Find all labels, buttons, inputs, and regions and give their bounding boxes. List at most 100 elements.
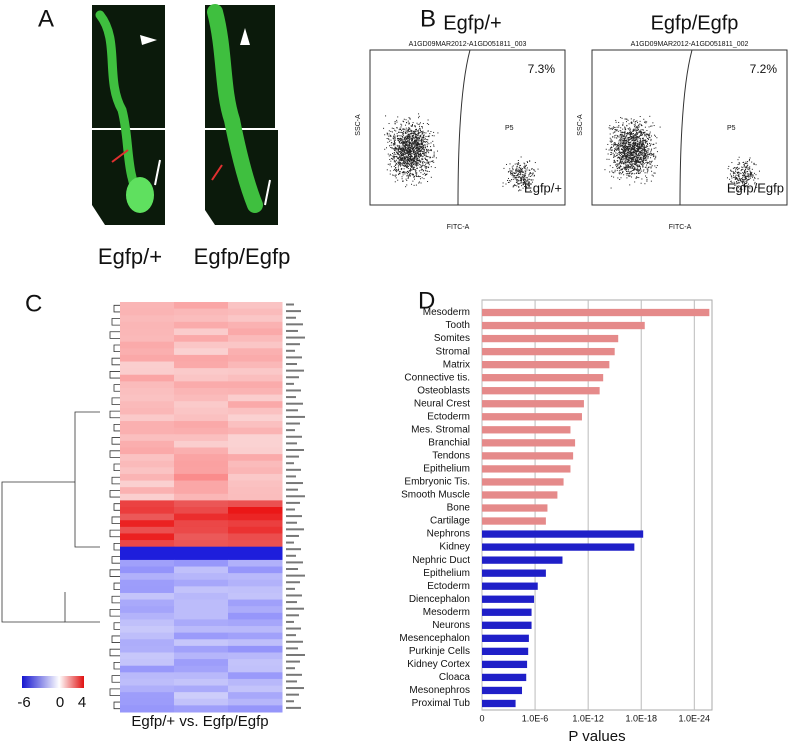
- heatmap-cell: [174, 434, 229, 442]
- percent: 7.3%: [528, 62, 556, 76]
- dot: [738, 177, 740, 179]
- dot: [509, 163, 511, 165]
- dot: [612, 132, 614, 134]
- dot: [414, 169, 416, 171]
- dot: [632, 154, 634, 156]
- dot: [645, 157, 647, 159]
- dot: [512, 175, 514, 177]
- dot: [632, 166, 634, 168]
- dot: [610, 151, 612, 153]
- bar: [482, 426, 571, 434]
- dot: [630, 170, 632, 172]
- dot: [403, 149, 405, 151]
- dot: [398, 174, 400, 176]
- heatmap-cell: [120, 678, 175, 687]
- dot: [734, 166, 736, 168]
- dot: [620, 140, 622, 142]
- dot: [415, 158, 417, 160]
- dot: [409, 156, 411, 158]
- dot: [735, 184, 737, 186]
- dot: [418, 148, 420, 150]
- dot: [437, 132, 439, 134]
- dot: [524, 185, 526, 187]
- dot: [633, 148, 635, 150]
- dot: [409, 157, 411, 159]
- dot: [393, 143, 395, 145]
- dot: [644, 150, 646, 152]
- dot: [744, 188, 746, 190]
- dot: [414, 160, 416, 162]
- dot: [734, 177, 736, 179]
- dot: [639, 115, 641, 117]
- dot: [404, 158, 406, 160]
- dot: [631, 164, 633, 166]
- y-tick-label: Kidney: [439, 542, 470, 553]
- heatmap-cell: [174, 315, 229, 323]
- dot: [656, 165, 658, 167]
- dot: [401, 147, 403, 149]
- dot: [746, 162, 748, 164]
- dot: [426, 141, 428, 143]
- heatmap-cell: [174, 467, 229, 475]
- dot: [418, 129, 420, 131]
- dot: [630, 138, 632, 140]
- dot: [621, 155, 623, 157]
- dot: [651, 170, 653, 172]
- dot: [744, 176, 746, 178]
- dot: [643, 159, 645, 161]
- dot: [421, 158, 423, 160]
- heatmap-cell: [228, 606, 283, 614]
- heatmap-cell: [120, 579, 175, 587]
- dot: [530, 172, 532, 174]
- dot: [398, 172, 400, 174]
- heatmap-cell: [120, 473, 175, 482]
- gene-label: [286, 521, 297, 524]
- dot: [526, 186, 528, 188]
- dot: [386, 147, 388, 149]
- dot: [622, 149, 624, 151]
- dot: [512, 178, 514, 180]
- dot: [631, 144, 633, 146]
- dot: [520, 189, 522, 191]
- heatmap-cell: [174, 579, 229, 587]
- dot: [515, 170, 517, 172]
- dot: [734, 177, 736, 179]
- dot: [635, 168, 637, 170]
- dot: [414, 130, 416, 132]
- dot: [424, 152, 426, 154]
- heatmap-cell: [174, 328, 229, 336]
- dot: [414, 152, 416, 154]
- dot: [407, 120, 409, 122]
- dot: [746, 164, 748, 166]
- dot: [619, 152, 621, 154]
- dot: [650, 143, 652, 145]
- dot: [731, 162, 733, 164]
- dot: [408, 146, 410, 148]
- dot: [415, 135, 417, 137]
- heatmap-cell: [120, 401, 175, 409]
- dot: [417, 132, 419, 134]
- dot: [629, 134, 631, 136]
- dot: [641, 143, 643, 145]
- dot: [643, 152, 645, 154]
- dot: [404, 157, 406, 159]
- dot: [411, 173, 413, 175]
- dot: [389, 135, 391, 137]
- dot: [418, 151, 420, 153]
- dot: [626, 157, 628, 159]
- dot: [638, 164, 640, 166]
- dot: [737, 168, 739, 170]
- heatmap-cell: [174, 665, 229, 673]
- dot: [647, 134, 649, 136]
- heatmap-cell: [174, 487, 229, 495]
- dot: [513, 172, 515, 174]
- dot: [402, 154, 404, 156]
- dot: [409, 155, 411, 157]
- dot: [405, 178, 407, 180]
- bar: [482, 413, 582, 421]
- dot: [397, 149, 399, 151]
- dot: [733, 172, 735, 174]
- dot: [414, 145, 416, 147]
- gene-label: [286, 415, 305, 418]
- branch: [74, 411, 100, 548]
